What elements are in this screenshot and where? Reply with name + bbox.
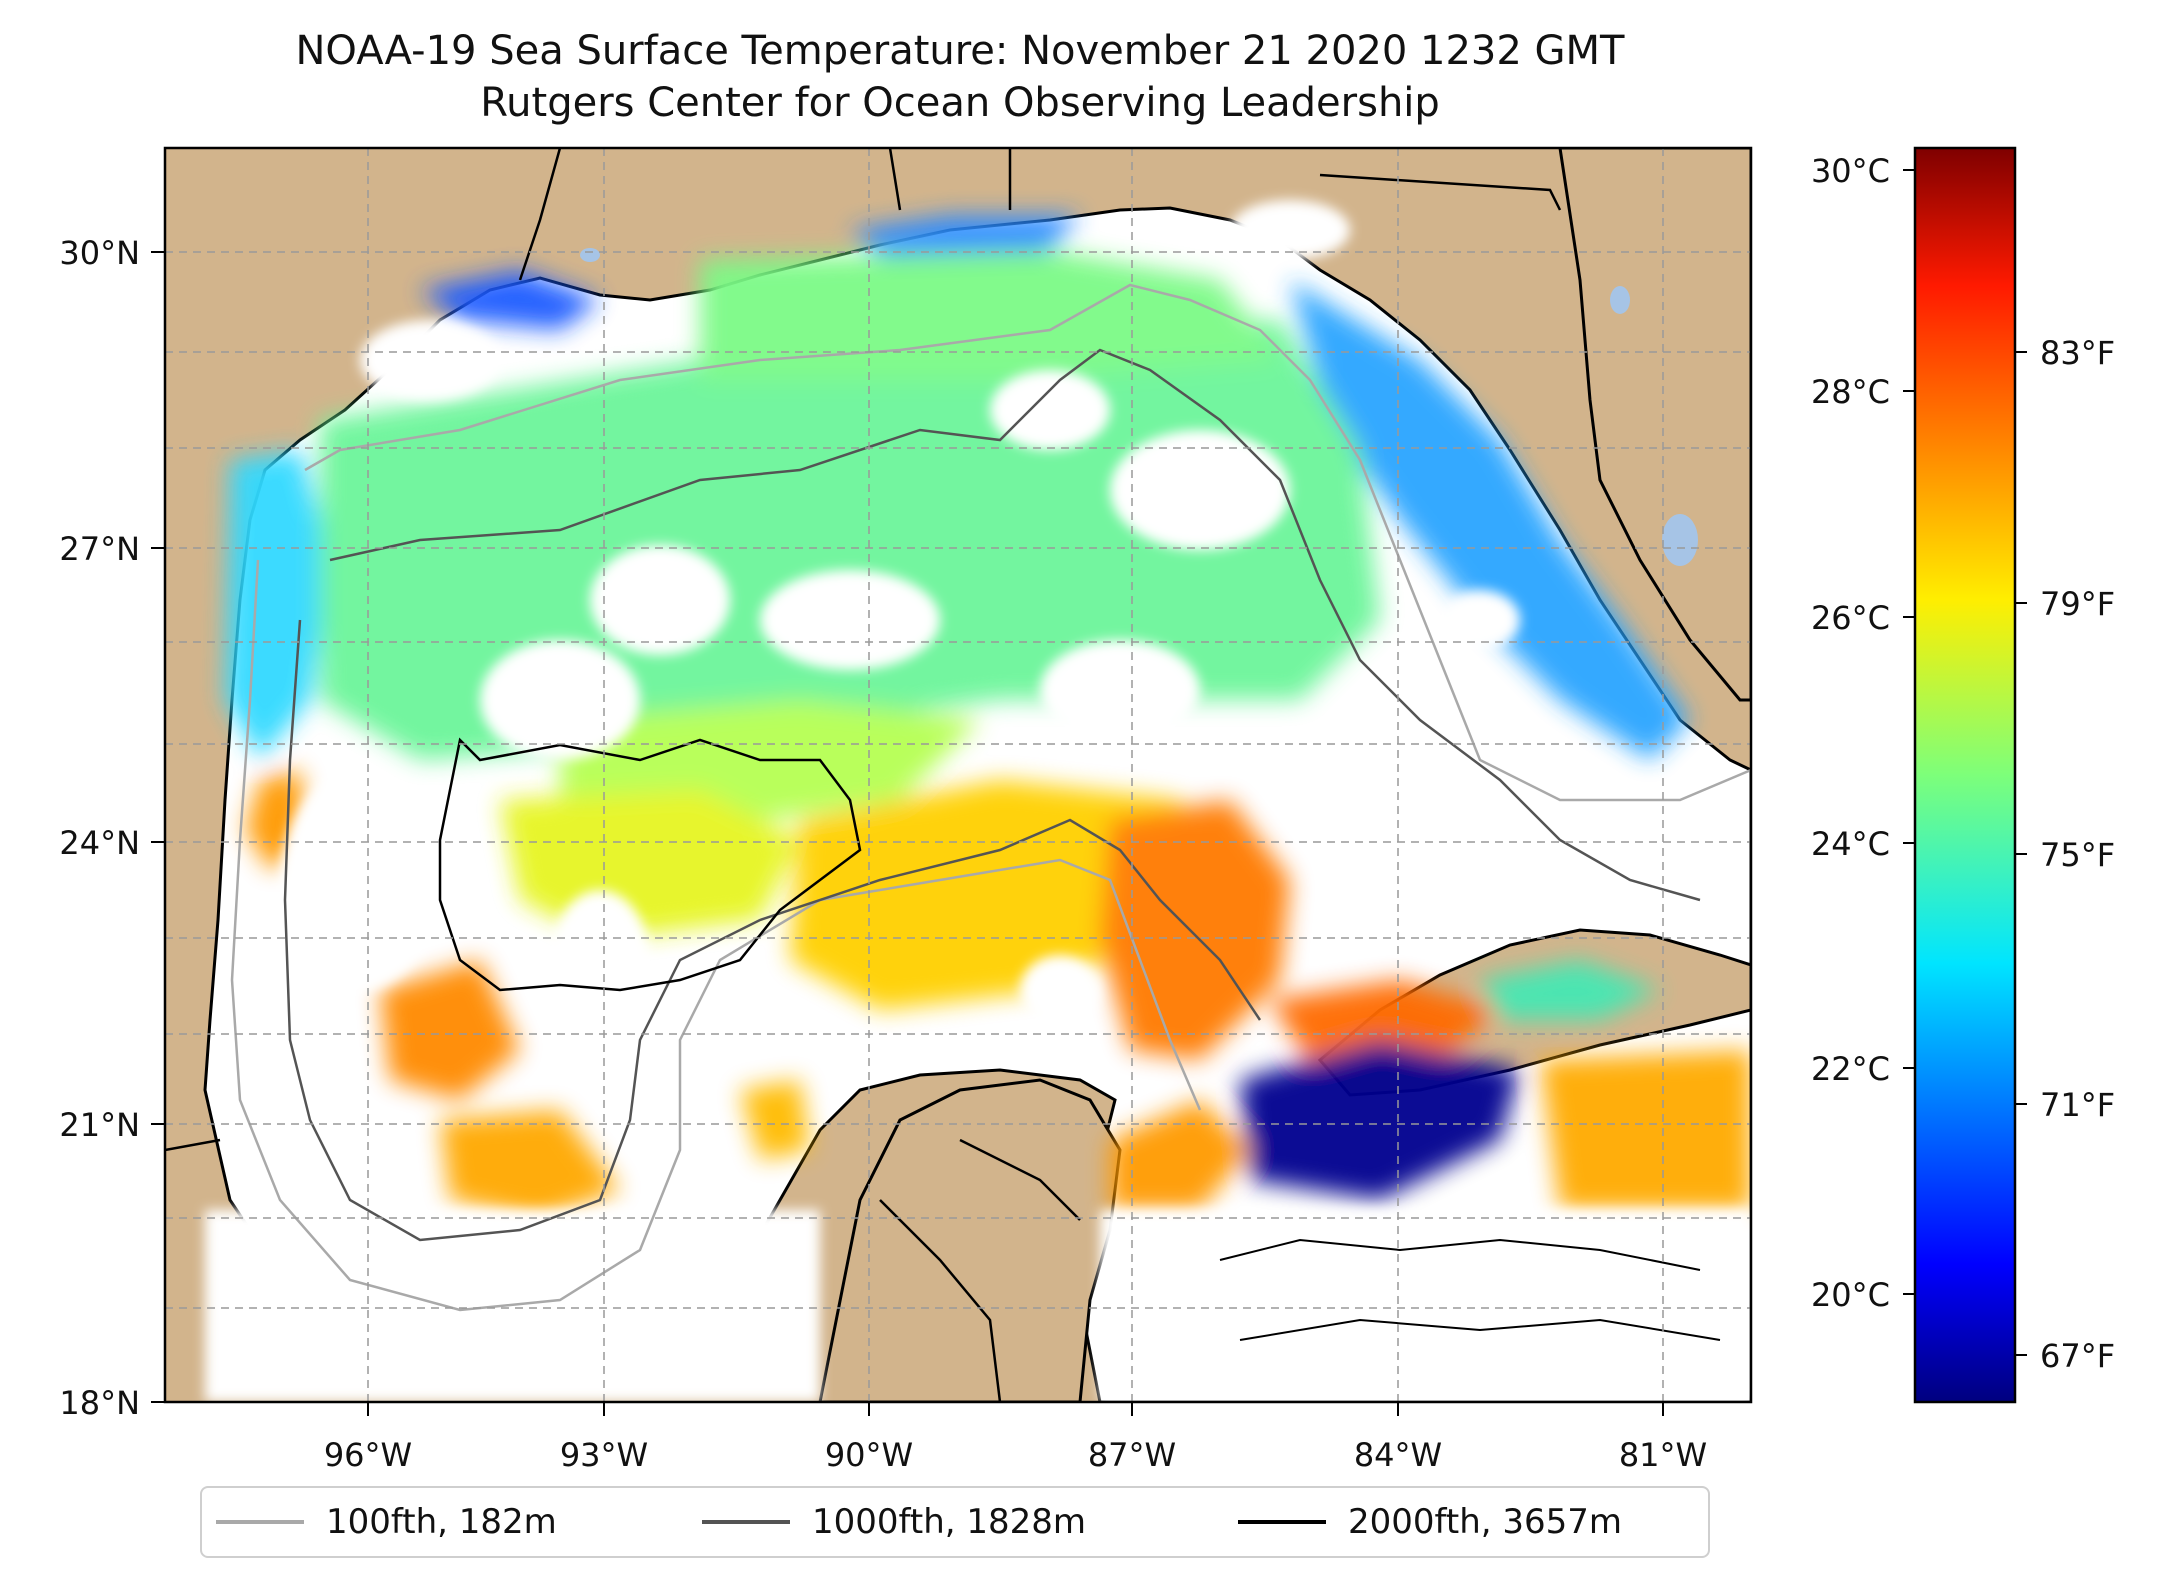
isobath-100fth	[230, 283, 1751, 1312]
legend-line-swatch	[216, 1520, 304, 1524]
lon-tick-label: 90°W	[825, 1436, 913, 1474]
legend-label: 2000fth, 3657m	[1348, 1502, 1623, 1542]
lat-axis: 30°N 27°N 24°N 21°N 18°N	[59, 234, 165, 1422]
legend-label: 100fth, 182m	[326, 1502, 557, 1542]
colorbar-gradient	[1913, 146, 2017, 1404]
legend-item-2000fth: 2000fth, 3657m	[1238, 1488, 1622, 1556]
celsius-tick-label: 30°C	[1811, 152, 1890, 190]
political-borders	[165, 148, 1562, 1402]
lon-axis: 96°W 93°W 90°W 87°W 84°W 81°W	[324, 1402, 1707, 1474]
legend-item-1000fth: 1000fth, 1828m	[702, 1488, 1086, 1556]
lon-tick-label: 87°W	[1088, 1436, 1176, 1474]
fahrenheit-tick-label: 83°F	[2040, 334, 2115, 372]
graticule	[165, 148, 1751, 1402]
legend-item-100fth: 100fth, 182m	[216, 1488, 557, 1556]
lakes	[580, 248, 1698, 566]
lat-tick-label: 24°N	[59, 824, 140, 862]
lon-tick-label: 81°W	[1619, 1436, 1707, 1474]
lat-tick-label: 18°N	[59, 1384, 140, 1422]
lon-tick-label: 84°W	[1354, 1436, 1442, 1474]
fahrenheit-tick-label: 79°F	[2040, 585, 2115, 623]
celsius-tick-label: 20°C	[1811, 1276, 1890, 1314]
legend-line-swatch	[1238, 1520, 1326, 1524]
florida-land	[1558, 148, 1751, 702]
isobath-legend: 100fth, 182m 1000fth, 1828m 2000fth, 365…	[200, 1486, 1710, 1558]
fahrenheit-tick-label: 75°F	[2040, 836, 2115, 874]
map-subtitle: Rutgers Center for Ocean Observing Leade…	[480, 80, 1440, 126]
lon-tick-label: 93°W	[560, 1436, 648, 1474]
map-title: NOAA-19 Sea Surface Temperature: Novembe…	[295, 28, 1625, 74]
yucatan-land	[818, 1078, 1122, 1402]
map-frame	[163, 146, 1753, 1404]
fahrenheit-tick-label: 71°F	[2040, 1086, 2115, 1124]
isobath-2000fth	[438, 737, 862, 992]
lat-tick-label: 21°N	[59, 1106, 140, 1144]
celsius-tick-label: 22°C	[1811, 1050, 1890, 1088]
fahrenheit-tick-label: 67°F	[2040, 1337, 2115, 1375]
isobath-2000fth-south	[1219, 1238, 1721, 1341]
lon-tick-label: 96°W	[324, 1436, 412, 1474]
celsius-tick-label: 28°C	[1811, 373, 1890, 411]
celsius-tick-label: 24°C	[1811, 825, 1890, 863]
lat-tick-label: 30°N	[59, 234, 140, 272]
celsius-tick-label: 26°C	[1811, 599, 1890, 637]
legend-line-swatch	[702, 1520, 790, 1524]
legend-label: 1000fth, 1828m	[812, 1502, 1087, 1542]
lat-tick-label: 27°N	[59, 530, 140, 568]
cloud-gaps	[205, 200, 1751, 1402]
isobath-1000fth	[283, 348, 1701, 1242]
sst-data-layer	[225, 215, 1751, 1220]
colorbar: 30°C 28°C 26°C 24°C 22°C 20°C 83°F 79°F …	[1811, 146, 2115, 1404]
